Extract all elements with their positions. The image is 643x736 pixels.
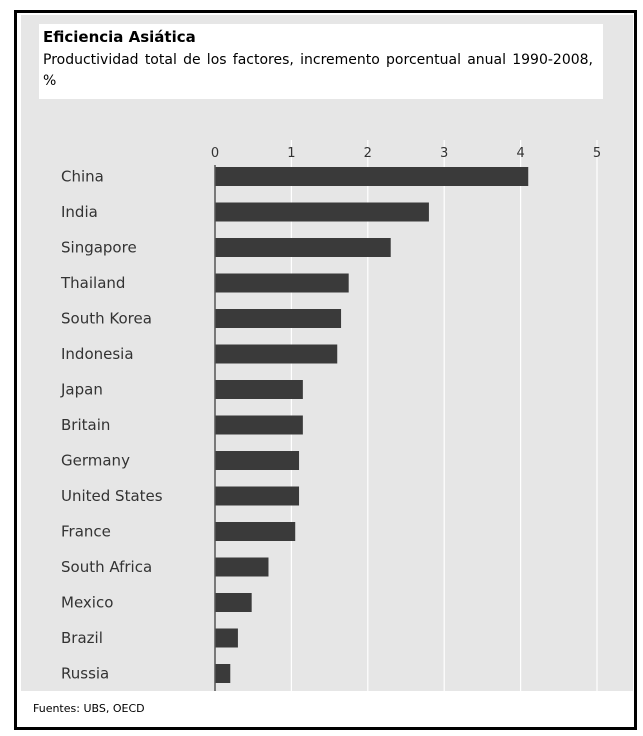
x-tick-label: 2 [364, 146, 372, 161]
bar [215, 415, 303, 435]
category-label: Brazil [61, 629, 103, 647]
bar [215, 380, 303, 399]
x-tick-label: 5 [593, 146, 601, 161]
bar [215, 451, 300, 470]
category-label: France [61, 523, 111, 541]
sources-footer: Fuentes: UBS, OECD [17, 691, 634, 727]
x-tick-label: 4 [516, 146, 524, 161]
bar [215, 557, 269, 577]
category-label: Indonesia [61, 345, 134, 363]
bar [215, 167, 529, 186]
chart-frame: Eficiencia Asiática Productividad total … [14, 10, 637, 730]
bar [215, 628, 238, 648]
bar [215, 238, 391, 257]
chart-subtitle: Productividad total de los factores, inc… [43, 52, 593, 89]
bar [215, 664, 231, 683]
bar [215, 309, 342, 328]
category-label: Germany [61, 452, 130, 470]
category-label: United States [61, 487, 163, 505]
title-box: Eficiencia Asiática Productividad total … [39, 24, 603, 99]
bar [215, 344, 338, 364]
x-tick-label: 1 [287, 146, 295, 161]
sources-text: Fuentes: UBS, OECD [33, 702, 145, 715]
category-label: South Africa [61, 558, 152, 576]
chart-panel: Eficiencia Asiática Productividad total … [21, 15, 633, 691]
category-label: Singapore [61, 239, 137, 257]
category-label: South Korea [61, 310, 152, 328]
category-label: Britain [61, 416, 110, 434]
category-label: Japan [60, 381, 103, 399]
bar [215, 593, 252, 612]
category-label: India [61, 203, 98, 221]
category-label: Mexico [61, 594, 113, 612]
category-label: Russia [61, 665, 109, 683]
bar-chart-plot: 0 1 2 3 4 5 China India Singapore Thailand South K… [60, 140, 601, 691]
bar [215, 522, 296, 541]
category-label: China [61, 168, 104, 186]
bar [215, 486, 300, 506]
x-tick-label: 0 [211, 146, 219, 161]
bar [215, 202, 429, 222]
bar [215, 273, 349, 293]
chart-title: Eficiencia Asiática [43, 28, 196, 46]
category-label: Thailand [60, 274, 125, 292]
x-tick-label: 3 [440, 146, 448, 161]
